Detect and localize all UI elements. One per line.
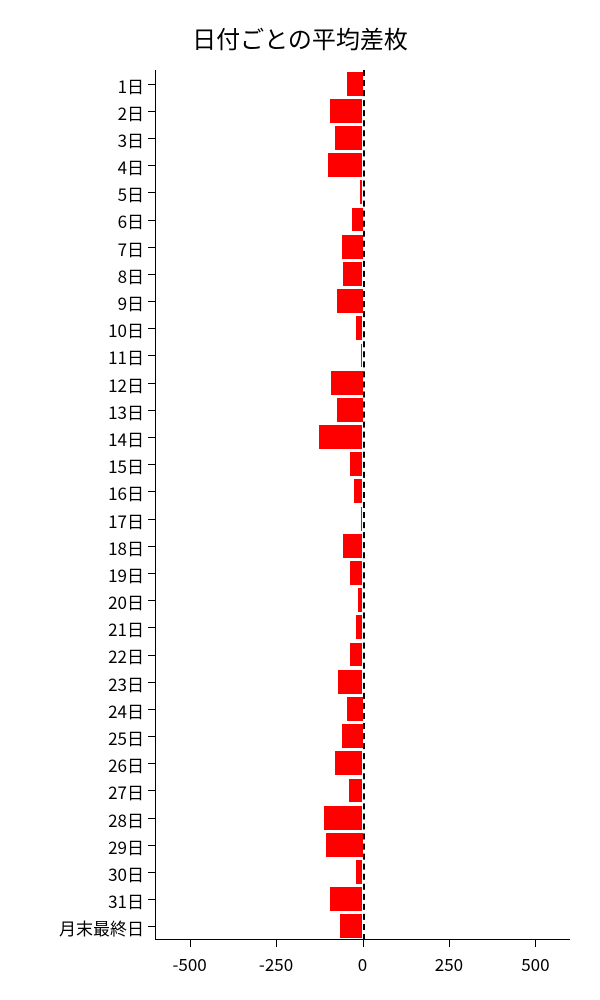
- y-axis-label: 13日: [4, 399, 144, 424]
- y-axis-label: 20日: [4, 589, 144, 614]
- x-tick: [535, 940, 536, 947]
- y-tick: [148, 790, 155, 791]
- y-axis-label: 7日: [4, 236, 144, 261]
- y-tick: [148, 573, 155, 574]
- y-axis-label: 月末最終日: [4, 915, 144, 940]
- chart-title: 日付ごとの平均差枚: [0, 20, 600, 55]
- y-tick: [148, 383, 155, 384]
- y-tick: [148, 546, 155, 547]
- y-axis-label: 26日: [4, 752, 144, 777]
- chart-container: 日付ごとの平均差枚 1日2日3日4日5日6日7日8日9日10日11日12日13日…: [0, 0, 600, 1000]
- y-axis-label: 3日: [4, 127, 144, 152]
- y-tick: [148, 519, 155, 520]
- y-axis-label: 24日: [4, 698, 144, 723]
- y-tick: [148, 627, 155, 628]
- y-tick: [148, 355, 155, 356]
- y-axis-label: 23日: [4, 671, 144, 696]
- x-axis-label: -500: [150, 951, 230, 976]
- y-axis-labels: 1日2日3日4日5日6日7日8日9日10日11日12日13日14日15日16日1…: [155, 70, 570, 940]
- y-tick: [148, 437, 155, 438]
- y-axis-label: 18日: [4, 535, 144, 560]
- y-tick: [148, 464, 155, 465]
- y-tick: [148, 84, 155, 85]
- y-tick: [148, 709, 155, 710]
- y-tick: [148, 328, 155, 329]
- y-tick: [148, 274, 155, 275]
- y-axis-label: 28日: [4, 807, 144, 832]
- y-tick: [148, 220, 155, 221]
- y-tick: [148, 247, 155, 248]
- x-tick: [190, 940, 191, 947]
- y-tick: [148, 301, 155, 302]
- x-tick: [449, 940, 450, 947]
- y-axis-label: 27日: [4, 779, 144, 804]
- y-axis-label: 1日: [4, 73, 144, 98]
- y-tick: [148, 818, 155, 819]
- y-axis-label: 8日: [4, 263, 144, 288]
- y-tick: [148, 655, 155, 656]
- y-tick: [148, 682, 155, 683]
- y-tick: [148, 410, 155, 411]
- y-axis-label: 9日: [4, 290, 144, 315]
- y-axis-label: 30日: [4, 861, 144, 886]
- y-axis-label: 29日: [4, 834, 144, 859]
- y-axis-label: 10日: [4, 317, 144, 342]
- y-tick: [148, 736, 155, 737]
- y-tick: [148, 899, 155, 900]
- y-tick: [148, 192, 155, 193]
- y-axis-label: 19日: [4, 562, 144, 587]
- x-tick: [363, 940, 364, 947]
- x-axis-label: -250: [236, 951, 316, 976]
- y-tick: [148, 111, 155, 112]
- y-axis-label: 2日: [4, 100, 144, 125]
- y-tick: [148, 600, 155, 601]
- x-axis-label: 0: [323, 951, 403, 976]
- y-axis-label: 12日: [4, 372, 144, 397]
- y-axis-label: 14日: [4, 426, 144, 451]
- y-axis-label: 11日: [4, 344, 144, 369]
- y-axis-label: 5日: [4, 181, 144, 206]
- y-axis-label: 17日: [4, 508, 144, 533]
- y-axis-label: 4日: [4, 154, 144, 179]
- plot-area: 1日2日3日4日5日6日7日8日9日10日11日12日13日14日15日16日1…: [155, 70, 570, 940]
- y-tick: [148, 872, 155, 873]
- y-tick: [148, 491, 155, 492]
- y-axis-label: 22日: [4, 643, 144, 668]
- y-axis-label: 25日: [4, 725, 144, 750]
- y-tick: [148, 165, 155, 166]
- y-axis-label: 31日: [4, 888, 144, 913]
- y-tick: [148, 138, 155, 139]
- x-tick: [276, 940, 277, 947]
- x-axis-label: 250: [409, 951, 489, 976]
- y-axis-label: 16日: [4, 480, 144, 505]
- y-tick: [148, 926, 155, 927]
- y-axis-label: 21日: [4, 616, 144, 641]
- x-axis-label: 500: [495, 951, 575, 976]
- y-tick: [148, 763, 155, 764]
- y-tick: [148, 845, 155, 846]
- y-axis-label: 6日: [4, 208, 144, 233]
- y-axis-label: 15日: [4, 453, 144, 478]
